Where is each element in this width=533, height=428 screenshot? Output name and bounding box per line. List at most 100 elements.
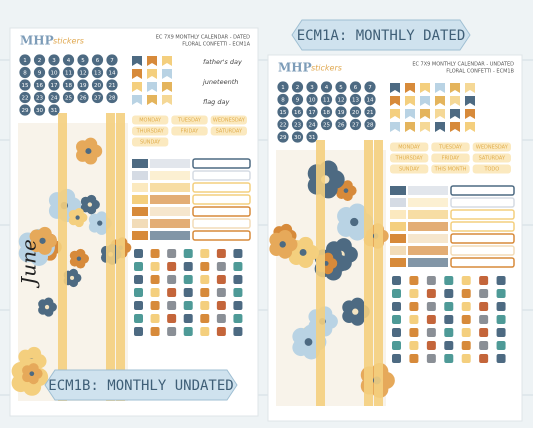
day-number: 4 (325, 85, 329, 91)
icon-sticker (479, 276, 489, 285)
washi-strip (316, 140, 325, 406)
weekday-label: MONDAY (139, 118, 162, 124)
wide-box (408, 222, 448, 231)
weekday-box (431, 153, 470, 163)
flag-sticker (390, 96, 400, 106)
icon-sticker (134, 327, 143, 336)
day-number: 29 (280, 135, 287, 141)
flower (38, 297, 57, 317)
petal (348, 203, 367, 222)
day-circle (349, 93, 362, 106)
outline-box (192, 194, 251, 205)
day-number: 8 (281, 98, 285, 104)
day-number: 17 (309, 110, 316, 116)
icon-sticker (200, 249, 210, 258)
day-circle (320, 118, 333, 131)
day-number: 25 (323, 123, 330, 129)
day-number: 31 (51, 108, 58, 114)
icon-sticker (479, 289, 489, 298)
flower-center (76, 256, 82, 261)
day-number: 16 (294, 110, 301, 116)
day-circle (335, 81, 347, 93)
day-number: 24 (51, 96, 58, 102)
day-circle (77, 66, 89, 79)
icon-sticker (461, 328, 471, 337)
day-number: 27 (352, 123, 359, 129)
weekday-label: WEDNESDAY (476, 145, 509, 151)
outline-box (450, 185, 515, 196)
day-circle (48, 91, 60, 104)
day-number: 24 (309, 123, 316, 129)
icon-sticker (134, 249, 143, 258)
icon-sticker (392, 328, 401, 337)
flower-center (343, 188, 349, 193)
wide-box (150, 159, 190, 168)
icon-sticker (150, 262, 160, 271)
icon-sticker (444, 302, 454, 311)
day-number: 5 (339, 85, 343, 91)
day-circle (277, 131, 289, 143)
icon-sticker (200, 327, 210, 336)
day-circle (291, 131, 304, 143)
flag-sticker (405, 122, 415, 132)
wide-box (408, 186, 448, 195)
day-circle (364, 118, 376, 131)
petal (43, 297, 54, 307)
day-circle (19, 66, 31, 79)
sheet-title: EC 7X9 MONTHLY CALENDAR - DATED (156, 35, 250, 41)
weekday-box (171, 115, 208, 125)
day-number: 23 (36, 96, 43, 102)
icon-sticker (200, 314, 210, 323)
flower (22, 363, 43, 385)
small-box (132, 183, 148, 192)
day-circle (349, 118, 362, 131)
day-circle (291, 93, 304, 106)
banner-label: ECM1B: MONTHLY UNDATED (48, 378, 233, 394)
weekday-box (390, 142, 429, 152)
petal (86, 194, 97, 205)
holiday-label: father's day (203, 58, 242, 66)
day-circle (335, 93, 347, 106)
flower-center (29, 371, 35, 377)
day-number: 6 (96, 58, 100, 64)
wide-box (150, 219, 190, 228)
flag-sticker (465, 96, 475, 106)
flag-sticker (465, 122, 475, 132)
banner-tag (44, 369, 238, 401)
day-circle (77, 91, 89, 104)
day-circle (33, 54, 46, 66)
day-circle (306, 93, 318, 106)
day-circle (19, 104, 31, 116)
icon-sticker (233, 327, 243, 336)
flag-sticker (147, 69, 157, 79)
weekday-label: THURSDAY (395, 156, 424, 162)
flower-center (87, 202, 93, 207)
icon-sticker (444, 276, 454, 285)
weekday-box (171, 126, 208, 136)
flag-sticker (147, 82, 157, 92)
day-number: 28 (109, 96, 116, 102)
icon-sticker (150, 288, 160, 297)
outline-box (450, 245, 515, 256)
weekday-box (210, 126, 247, 136)
day-number: 2 (296, 85, 300, 91)
icon-sticker (183, 288, 193, 297)
flag-sticker (420, 122, 430, 132)
outline-box (192, 170, 251, 181)
washi-strip (58, 113, 67, 401)
icon-sticker (167, 327, 177, 336)
outline-box (450, 209, 515, 220)
washi-strip (364, 140, 373, 406)
day-number: 8 (23, 71, 27, 77)
icon-sticker (216, 249, 226, 258)
day-number: 7 (368, 85, 372, 91)
icon-sticker (392, 315, 401, 324)
wide-box (150, 183, 190, 192)
icon-sticker (496, 354, 506, 363)
icon-sticker (409, 341, 419, 350)
flag-sticker (132, 95, 142, 105)
holiday-label: juneteenth (202, 78, 238, 86)
outline-box (192, 230, 251, 241)
flag-sticker (450, 109, 460, 119)
wide-box (150, 207, 190, 216)
